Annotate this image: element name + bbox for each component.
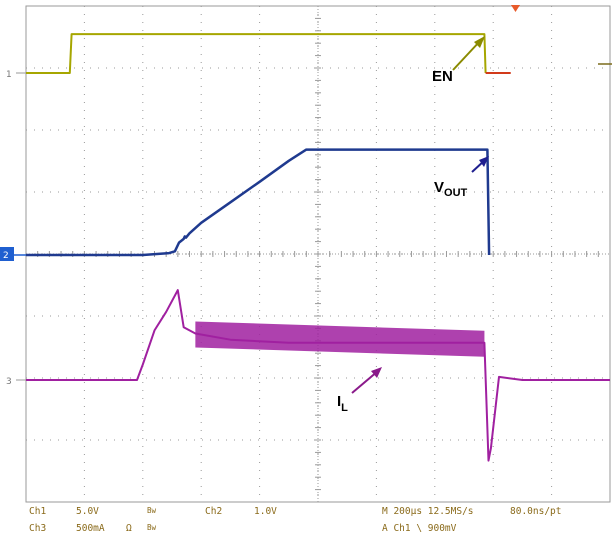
ch3-bw: Bw — [147, 523, 157, 532]
ch1-scale: 5.0V — [76, 506, 99, 517]
trigger-setting: A Ch1 \ 900mV — [382, 523, 457, 534]
status-bar: Ch1 5.0V Bw Ch2 1.0V Ch3 500mA Ω Bw M 20… — [29, 506, 561, 534]
trigger-position-marker — [511, 5, 520, 12]
il-ripple-band — [195, 321, 485, 357]
trace-ch3 — [26, 289, 610, 462]
label-vout: VOUT — [434, 179, 468, 199]
record-length: 80.0ns/pt — [510, 506, 561, 517]
ch2-label: Ch2 — [205, 506, 222, 517]
svg-text:3: 3 — [6, 377, 12, 387]
annotation-en: EN — [432, 36, 485, 85]
ch2-marker: 2 — [0, 247, 26, 261]
trace-ch1 — [26, 33, 487, 74]
timebase: M 200µs 12.5MS/s — [382, 506, 474, 517]
annotation-vout: VOUT — [434, 156, 489, 199]
svg-text:2: 2 — [3, 251, 9, 261]
traces — [26, 33, 610, 462]
svg-text:1: 1 — [6, 70, 12, 80]
ch1-marker: 1 — [6, 70, 26, 80]
trace-ch2 — [26, 148, 491, 257]
ch1-bw: Bw — [147, 506, 157, 515]
ch3-ohm: Ω — [126, 523, 132, 534]
annotation-il: IL — [337, 367, 382, 414]
ch1-label: Ch1 — [29, 506, 46, 517]
label-il: IL — [337, 393, 348, 414]
label-en: EN — [432, 68, 453, 85]
ch3-label: Ch3 — [29, 523, 46, 534]
ch2-scale: 1.0V — [254, 506, 277, 517]
ch3-marker: 3 — [6, 377, 26, 387]
ch3-scale: 500mA — [76, 523, 105, 534]
